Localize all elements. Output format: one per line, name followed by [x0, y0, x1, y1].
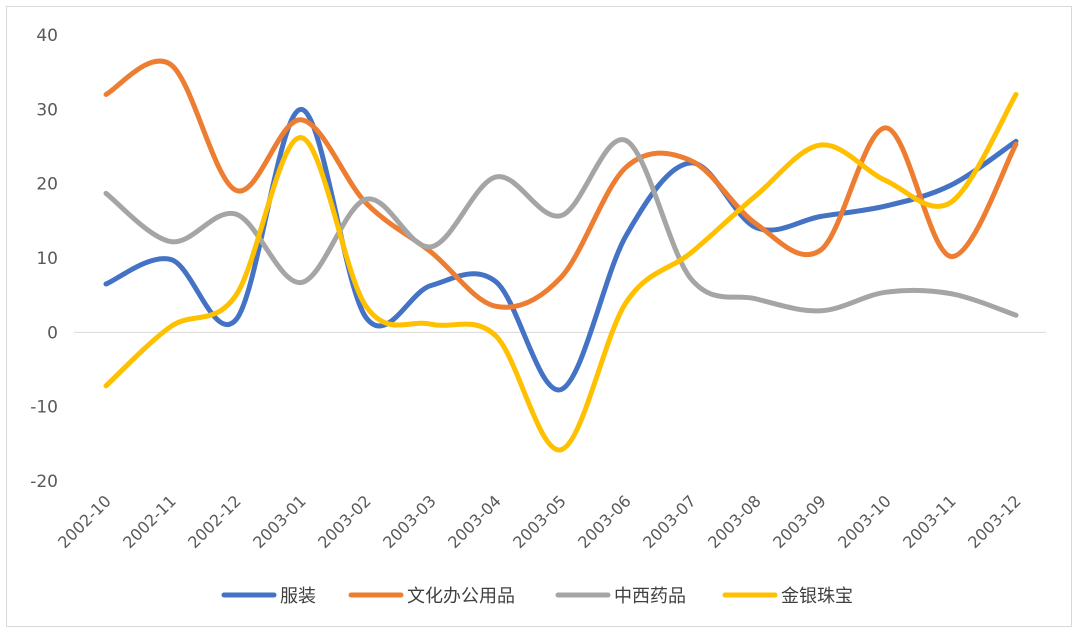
y-tick-label: 0 [47, 323, 58, 343]
legend-label: 服装 [280, 586, 316, 607]
legend-label: 中西药品 [614, 586, 686, 607]
y-tick-label: 30 [36, 100, 58, 120]
x-tick-label: 2003-05 [509, 491, 570, 552]
y-tick-label: 40 [36, 26, 58, 46]
legend-label: 文化办公用品 [407, 586, 515, 607]
y-tick-label: -20 [30, 472, 58, 492]
x-tick-label: 2003-03 [379, 491, 440, 552]
y-axis-ticks: 40 30 20 10 0 -10 -20 [30, 26, 58, 492]
x-tick-label: 2002-10 [54, 491, 115, 552]
x-tick-label: 2003-02 [314, 491, 375, 552]
legend-label: 金银珠宝 [781, 586, 853, 607]
series-line-1 [103, 106, 1019, 393]
x-tick-label: 2003-11 [899, 491, 960, 552]
x-tick-label: 2003-08 [704, 491, 765, 552]
x-tick-label: 2003-06 [574, 491, 635, 552]
x-tick-label: 2003-07 [639, 491, 700, 552]
x-tick-label: 2002-11 [119, 491, 180, 552]
series-lines [103, 58, 1019, 453]
x-tick-label: 2003-10 [834, 491, 895, 552]
series-line-4 [103, 91, 1019, 453]
chart-frame [6, 6, 1072, 627]
x-tick-label: 2002-12 [184, 491, 245, 552]
x-tick-label: 2003-09 [769, 491, 830, 552]
y-tick-label: -10 [30, 398, 58, 418]
y-tick-label: 10 [36, 249, 58, 269]
x-tick-label: 2003-01 [249, 491, 310, 552]
series-line-3 [103, 137, 1019, 318]
legend: 服装 文化办公用品 中西药品 金银珠宝 [221, 586, 853, 607]
x-tick-label: 2003-12 [964, 491, 1025, 552]
series-line-2 [103, 58, 1019, 310]
x-tick-label: 2003-04 [444, 491, 505, 552]
x-axis-ticks: 2002-10 2002-11 2002-12 2003-01 2003-02 2003-… [54, 491, 1025, 552]
y-tick-label: 20 [36, 175, 58, 195]
